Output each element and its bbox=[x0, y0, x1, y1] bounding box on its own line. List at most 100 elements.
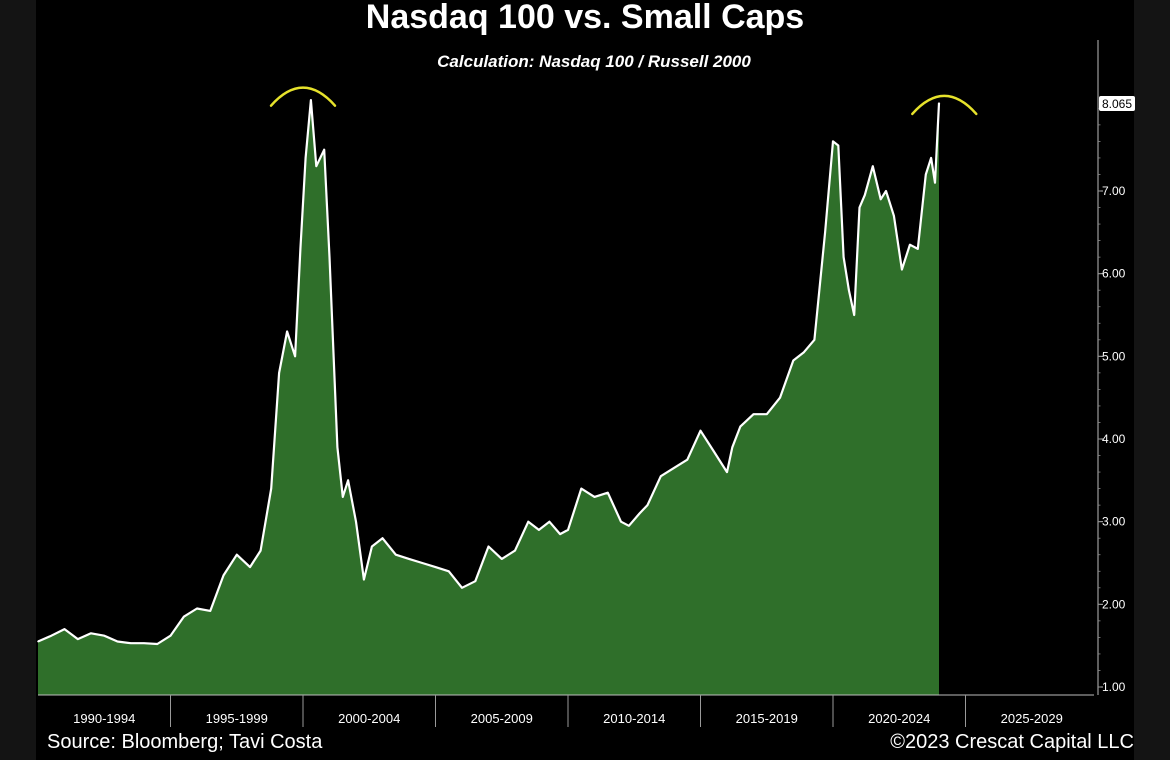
data-point bbox=[858, 206, 861, 209]
data-point bbox=[143, 642, 145, 644]
data-point bbox=[514, 549, 516, 552]
data-point bbox=[837, 144, 840, 147]
data-point bbox=[893, 215, 895, 217]
data-point bbox=[527, 520, 530, 523]
data-point bbox=[638, 512, 641, 515]
data-point bbox=[699, 429, 702, 432]
data-point bbox=[342, 496, 344, 498]
data-point bbox=[50, 634, 53, 637]
peak-highlight-arc bbox=[911, 94, 978, 116]
data-point bbox=[593, 496, 596, 498]
x-tick-label: 1995-1999 bbox=[206, 711, 268, 726]
right-frame-band bbox=[1134, 0, 1170, 760]
data-point bbox=[363, 578, 365, 581]
data-point bbox=[713, 450, 715, 453]
data-point bbox=[381, 537, 384, 539]
data-point bbox=[766, 413, 768, 416]
data-point bbox=[236, 553, 238, 556]
data-point bbox=[156, 643, 159, 645]
copyright-note: ©2023 Crescat Capital LLC bbox=[890, 731, 1134, 753]
y-tick-label: 7.00 bbox=[1102, 184, 1126, 198]
data-point bbox=[130, 642, 132, 644]
data-point bbox=[336, 446, 339, 449]
series-area bbox=[38, 100, 939, 696]
data-point bbox=[328, 256, 331, 258]
data-point bbox=[731, 446, 734, 449]
annotations bbox=[269, 86, 978, 116]
y-tick-label: 4.00 bbox=[1102, 432, 1126, 446]
y-tick-label: 1.00 bbox=[1102, 680, 1126, 694]
y-tick-label: 2.00 bbox=[1102, 597, 1126, 611]
data-point bbox=[355, 520, 357, 523]
data-point bbox=[752, 413, 755, 416]
peak-highlight-arc bbox=[269, 86, 337, 107]
data-point bbox=[323, 148, 326, 151]
data-point bbox=[607, 491, 609, 494]
x-tick-label: 2020-2024 bbox=[868, 711, 930, 726]
data-point bbox=[371, 545, 373, 548]
data-point bbox=[249, 566, 251, 568]
data-point bbox=[930, 157, 932, 159]
y-tick-label: 3.00 bbox=[1102, 515, 1126, 529]
data-point bbox=[294, 355, 296, 358]
data-point bbox=[848, 289, 850, 292]
data-point bbox=[501, 558, 503, 560]
data-point bbox=[620, 520, 622, 523]
data-point bbox=[270, 487, 273, 490]
axes: 1.00 2.00 3.00 4.00 5.00 6.00 7.00 8.065 1990-19… bbox=[38, 40, 1135, 727]
data-point bbox=[461, 587, 463, 589]
data-point bbox=[864, 194, 866, 196]
data-point bbox=[448, 570, 450, 573]
data-point bbox=[196, 607, 198, 610]
data-point bbox=[842, 256, 845, 258]
data-point bbox=[792, 359, 795, 362]
x-tick-label: 2000-2004 bbox=[338, 711, 400, 726]
data-point bbox=[408, 558, 410, 560]
data-point bbox=[779, 396, 781, 399]
data-point bbox=[872, 165, 874, 167]
data-point bbox=[739, 425, 742, 428]
data-point bbox=[299, 248, 302, 250]
data-point bbox=[90, 632, 92, 635]
data-point bbox=[548, 520, 551, 523]
data-point bbox=[832, 140, 834, 143]
data-point bbox=[925, 173, 927, 176]
data-point bbox=[347, 479, 349, 482]
chart-subtitle: Calculation: Nasdaq 100 / Russell 2000 bbox=[437, 52, 751, 71]
data-point bbox=[885, 190, 887, 192]
data-point bbox=[278, 372, 280, 374]
data-point bbox=[209, 610, 212, 612]
data-point bbox=[395, 553, 397, 556]
data-point bbox=[917, 248, 919, 250]
data-point bbox=[938, 102, 940, 104]
data-point bbox=[474, 580, 477, 582]
y-tick-label: 5.00 bbox=[1102, 349, 1126, 363]
data-point bbox=[169, 634, 172, 637]
data-point bbox=[487, 545, 490, 548]
x-tick-label: 2025-2029 bbox=[1001, 711, 1063, 726]
data-point bbox=[538, 529, 540, 531]
y-tick-label: 6.00 bbox=[1102, 267, 1126, 281]
data-point bbox=[183, 615, 185, 618]
data-point bbox=[315, 165, 318, 167]
x-tick-label: 1990-1994 bbox=[73, 711, 135, 726]
data-point bbox=[222, 574, 225, 577]
data-point bbox=[726, 471, 728, 473]
data-point bbox=[646, 504, 649, 506]
data-point bbox=[909, 243, 911, 246]
data-point bbox=[63, 628, 66, 630]
data-point bbox=[580, 487, 583, 490]
data-point bbox=[879, 198, 882, 201]
data-point bbox=[286, 330, 288, 333]
left-frame-band bbox=[0, 0, 36, 760]
data-point bbox=[853, 314, 855, 316]
last-value-label: 8.065 bbox=[1102, 97, 1132, 111]
source-note: Source: Bloomberg; Tavi Costa bbox=[47, 731, 323, 753]
x-tick-label: 2005-2009 bbox=[471, 711, 533, 726]
data-point bbox=[304, 157, 307, 159]
data-point bbox=[116, 640, 119, 643]
last-value-badge bbox=[1099, 95, 1135, 111]
data-point bbox=[934, 181, 936, 184]
data-point bbox=[310, 99, 312, 101]
